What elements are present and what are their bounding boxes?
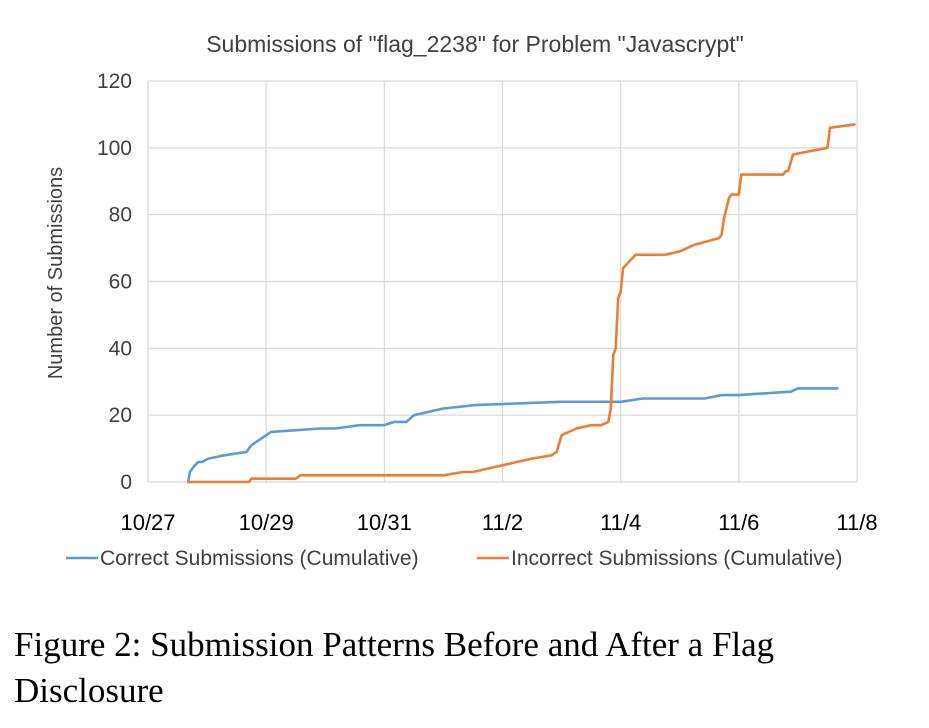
series-line-correct xyxy=(186,387,839,484)
x-tick-label: 10/29 xyxy=(239,510,294,535)
y-axis-ticks: 0 20 40 60 80 100 120 xyxy=(97,70,132,494)
chart-container: Submissions of "flag_2238" for Problem "… xyxy=(45,31,878,570)
x-tick-label: 11/6 xyxy=(718,510,759,535)
chart-title: Submissions of "flag_2238" for Problem "… xyxy=(206,31,744,57)
x-tick-label: 11/8 xyxy=(836,510,877,535)
y-tick-label: 60 xyxy=(109,271,132,294)
legend-label: Incorrect Submissions (Cumulative) xyxy=(511,547,842,570)
line-chart: Submissions of "flag_2238" for Problem "… xyxy=(45,31,878,570)
gridlines xyxy=(147,80,858,483)
x-tick-label: 10/31 xyxy=(357,510,412,535)
figure-caption: Figure 2: Submission Patterns Before and… xyxy=(14,625,775,710)
y-tick-label: 100 xyxy=(97,137,132,160)
series-line-incorrect xyxy=(186,123,856,484)
series-lines xyxy=(186,123,856,484)
y-axis-label: Number of Submissions xyxy=(45,167,67,379)
x-tick-label: 11/4 xyxy=(600,510,641,535)
legend: Correct Submissions (Cumulative) Incorrec… xyxy=(66,547,842,570)
y-tick-label: 120 xyxy=(97,70,132,93)
legend-label: Correct Submissions (Cumulative) xyxy=(100,547,419,570)
x-tick-label: 10/27 xyxy=(120,510,175,535)
y-tick-label: 80 xyxy=(109,204,132,227)
y-tick-label: 0 xyxy=(120,471,132,494)
x-tick-label: 11/2 xyxy=(482,510,523,535)
x-axis-ticks: 10/27 10/29 10/31 11/2 11/4 11/6 11/8 xyxy=(120,510,877,535)
y-tick-label: 20 xyxy=(109,404,132,427)
y-tick-label: 40 xyxy=(109,337,132,360)
